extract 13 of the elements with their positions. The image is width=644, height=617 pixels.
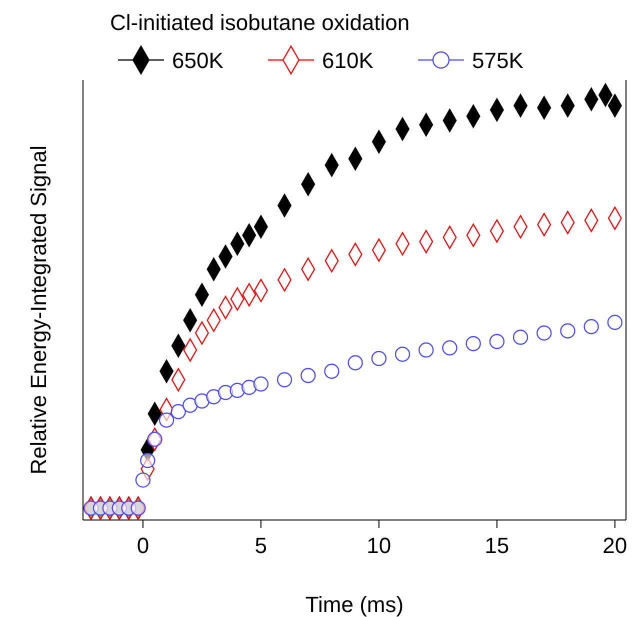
legend-label: 650K xyxy=(172,48,224,73)
legend-label: 610K xyxy=(322,48,374,73)
point xyxy=(140,452,156,468)
x-tick-label: 5 xyxy=(254,533,268,558)
y-axis-title: Relative Energy-Integrated Signal xyxy=(26,146,51,474)
x-tick-label: 10 xyxy=(366,533,392,558)
legend-title: Cl-initiated isobutane oxidation xyxy=(110,10,410,35)
x-axis-title: Time (ms) xyxy=(305,592,404,617)
x-tick-label: 20 xyxy=(602,533,628,558)
x-tick-label: 0 xyxy=(136,533,150,558)
point xyxy=(130,500,146,516)
legend-label: 575K xyxy=(472,48,524,73)
x-tick-label: 15 xyxy=(484,533,510,558)
